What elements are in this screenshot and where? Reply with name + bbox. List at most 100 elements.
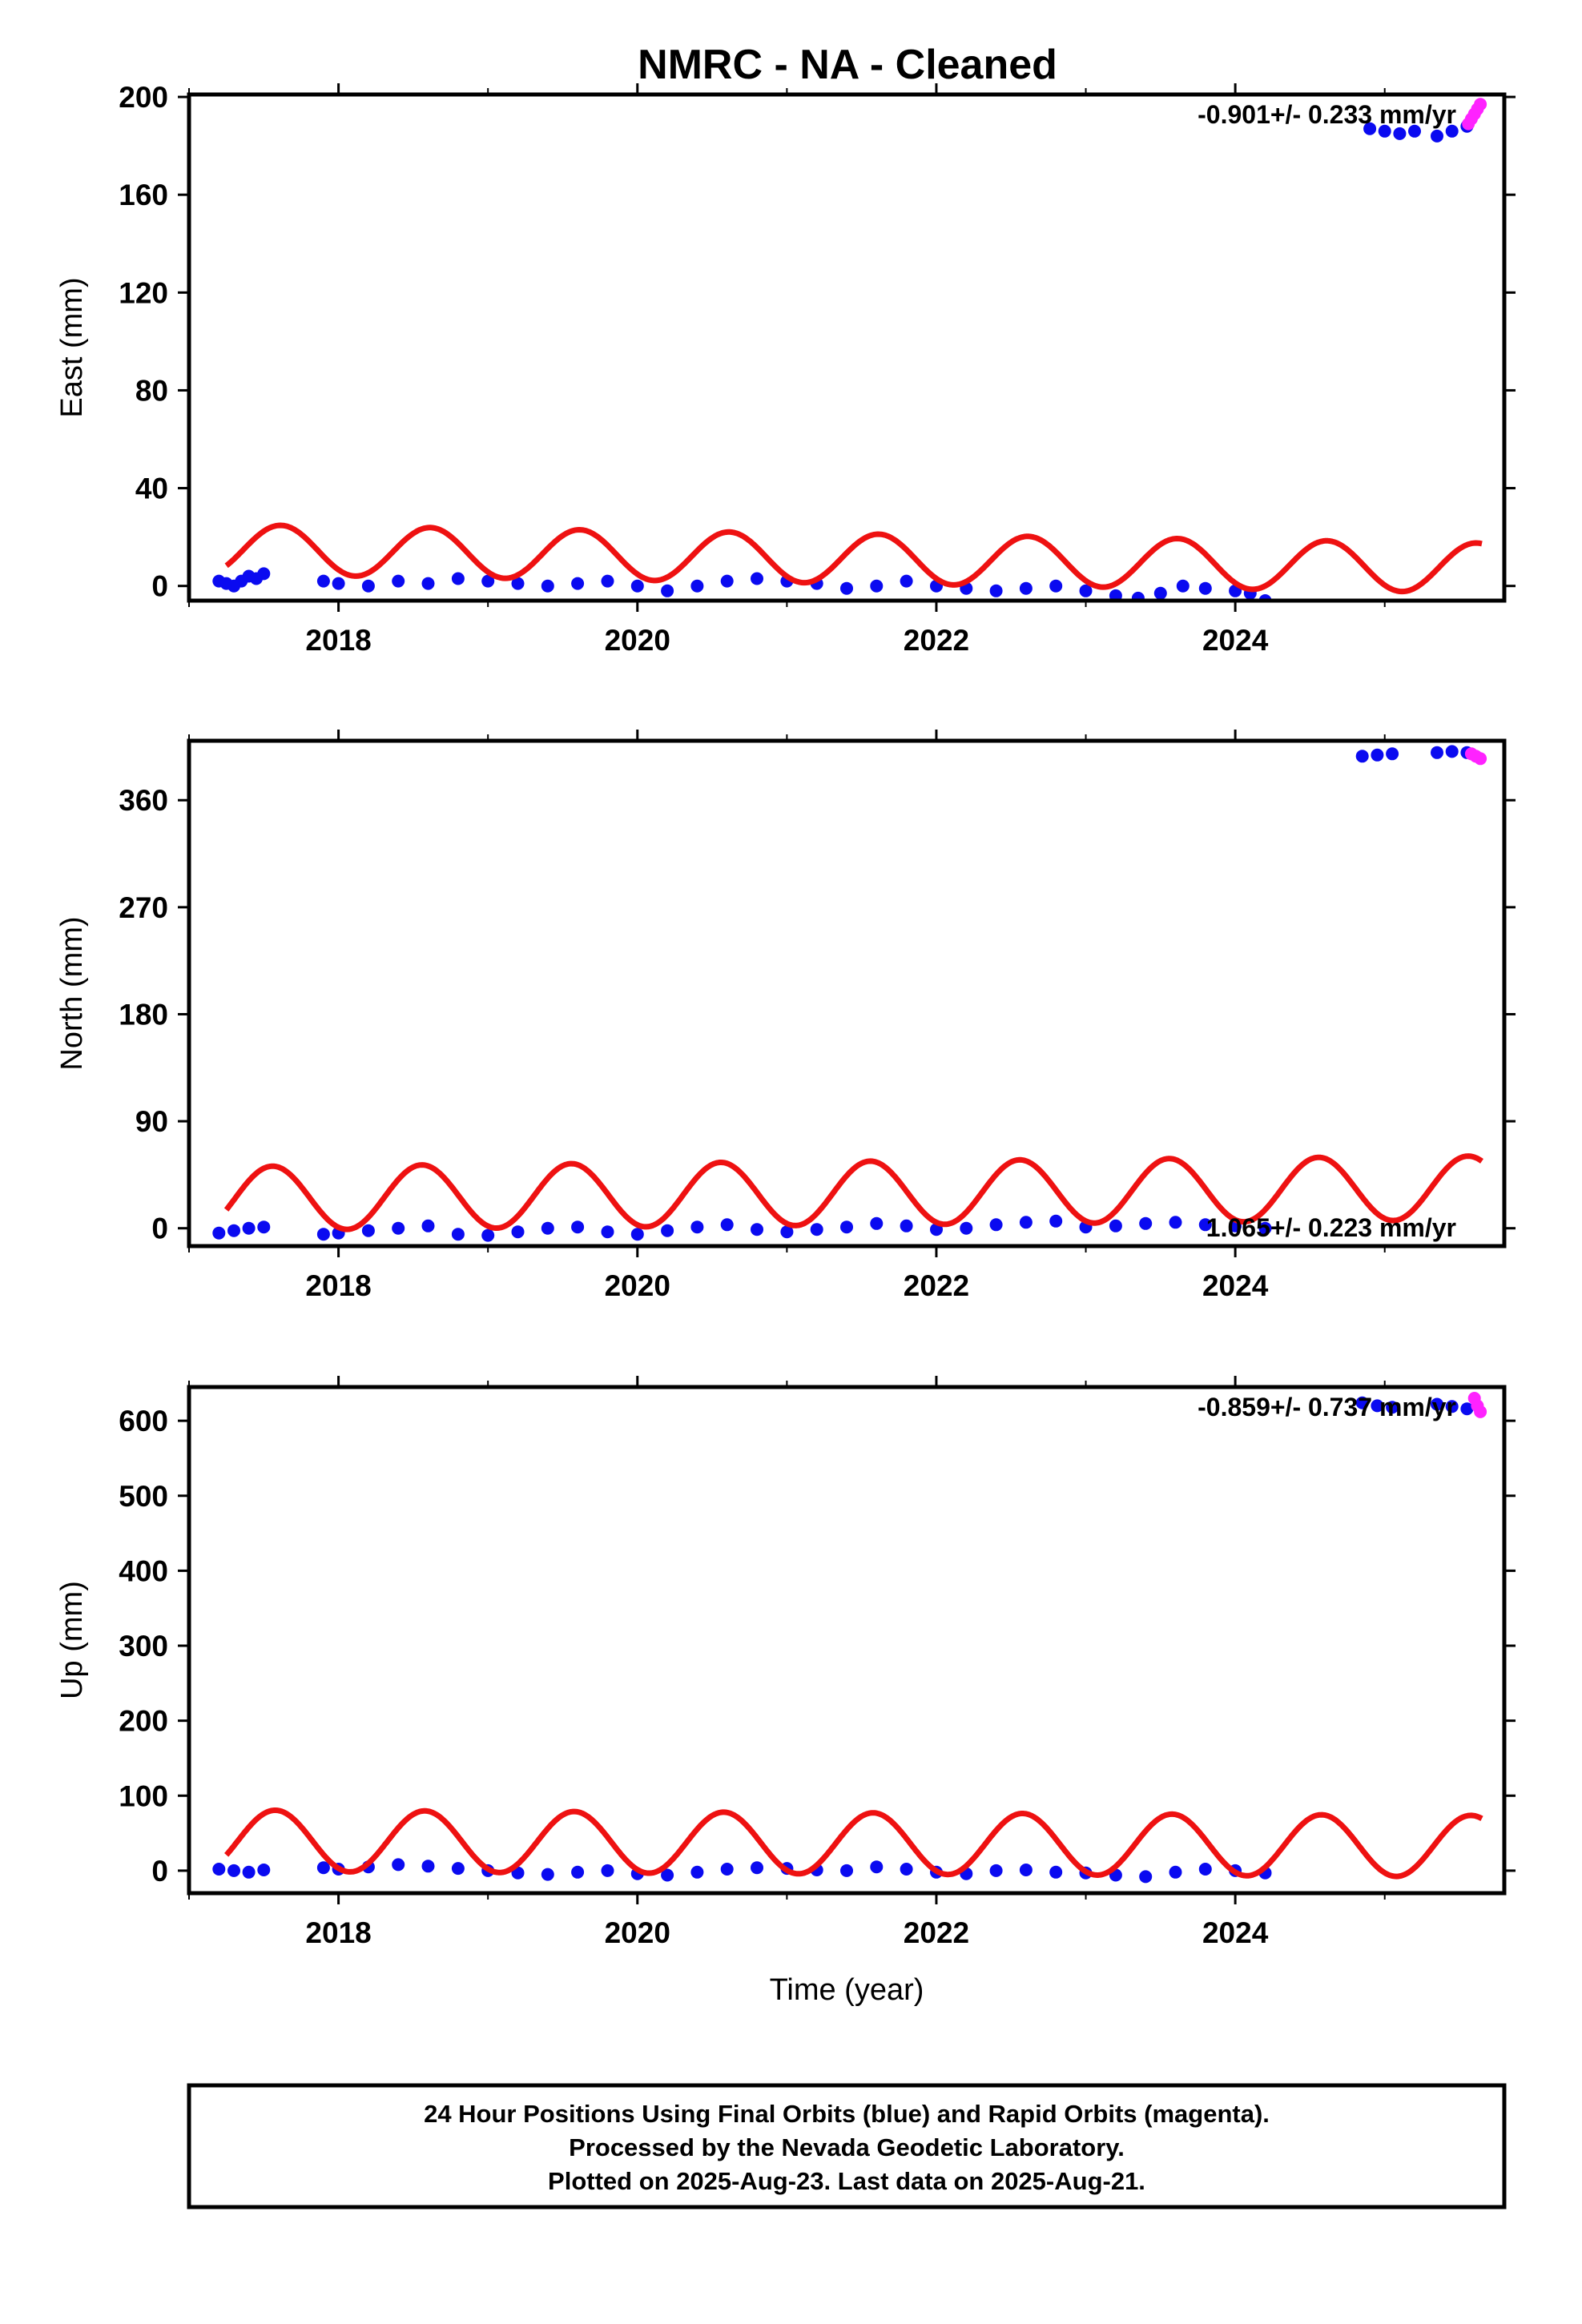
x-axis-label: Time (year) (770, 1973, 924, 2007)
data-point (661, 1224, 674, 1237)
data-point (1169, 1216, 1182, 1229)
data-point (1019, 581, 1033, 595)
model-curve (223, 1153, 1483, 1232)
data-point (1198, 581, 1212, 595)
data-point (900, 574, 913, 588)
data-point (870, 579, 884, 593)
data-point (1169, 1865, 1182, 1879)
x-tick-label: 2018 (305, 624, 371, 657)
data-point (989, 584, 1003, 597)
data-point (1431, 746, 1443, 759)
data-point (1474, 1405, 1487, 1418)
y-tick-label: 40 (135, 472, 168, 505)
data-point (481, 1228, 495, 1242)
data-point (421, 1219, 435, 1232)
data-point (332, 577, 345, 590)
data-point (1363, 122, 1377, 135)
data-point (870, 1860, 884, 1874)
data-point (840, 1220, 853, 1234)
data-point (257, 1864, 271, 1876)
data-point (690, 1865, 704, 1879)
data-point (1431, 1397, 1443, 1411)
data-point (1131, 591, 1145, 601)
data-point (601, 574, 614, 588)
data-point (661, 584, 674, 597)
y-axis-label: North (mm) (55, 916, 89, 1070)
x-tick-label: 2020 (605, 1269, 670, 1302)
y-tick-label: 0 (151, 1855, 168, 1888)
data-point (1109, 589, 1122, 601)
data-point (316, 1861, 330, 1875)
y-tick-label: 100 (119, 1779, 168, 1812)
data-point (361, 1224, 375, 1237)
data-point (392, 1858, 405, 1872)
x-tick-label: 2022 (904, 624, 969, 657)
data-point (1258, 1221, 1272, 1235)
y-tick-label: 500 (119, 1480, 168, 1513)
data-point (541, 1868, 554, 1881)
data-point (1445, 745, 1459, 758)
data-point (451, 1228, 465, 1241)
data-point (870, 1216, 884, 1230)
data-point (690, 1220, 704, 1234)
data-point (212, 1863, 226, 1876)
data-point (989, 1218, 1003, 1232)
data-point (316, 1228, 330, 1241)
data-point (751, 572, 763, 585)
footer-box: 24 Hour Positions Using Final Orbits (bl… (187, 2083, 1507, 2209)
y-tick-label: 360 (119, 784, 168, 817)
x-tick-label: 2018 (305, 1269, 371, 1302)
data-point (392, 574, 405, 588)
data-point (1198, 1218, 1212, 1232)
data-point (511, 577, 525, 590)
data-point (1139, 1216, 1153, 1230)
data-point (212, 1226, 226, 1240)
plot-frame (187, 1385, 1507, 1896)
data-point (1176, 579, 1190, 593)
y-tick-label: 200 (119, 81, 168, 114)
data-point (601, 1225, 614, 1239)
data-point (840, 1864, 853, 1877)
data-point (840, 581, 853, 595)
data-point (720, 1218, 734, 1232)
data-point (227, 1224, 240, 1237)
y-tick-label: 80 (135, 374, 168, 407)
x-tick-label: 2022 (904, 1916, 969, 1949)
data-point (392, 1221, 405, 1235)
data-point (751, 1223, 763, 1236)
data-point (451, 1862, 465, 1876)
data-point (720, 1863, 734, 1876)
data-point (316, 574, 330, 588)
data-point (1049, 579, 1063, 593)
data-point (571, 1865, 585, 1879)
north-panel: 2018 2020 2022 2024 0 90 180 270 360 North (mm) 1.… (55, 730, 1516, 1302)
east-panel: 2018 2020 2022 2024 0 40 80 160 120 200 East (mm) -… (55, 81, 1516, 657)
data-point (1355, 1396, 1369, 1409)
rate-label: -0.859+/- 0.737 mm/yr (1198, 1393, 1456, 1421)
rate-label: 1.065+/- 0.223 mm/yr (1206, 1213, 1456, 1242)
data-point (690, 579, 704, 593)
data-point (1371, 1399, 1384, 1413)
data-point (1474, 98, 1487, 111)
plot-area (212, 98, 1487, 601)
plot-area (212, 745, 1487, 1242)
data-point (361, 579, 375, 593)
y-tick-label: 600 (119, 1405, 168, 1437)
data-point (1153, 586, 1167, 600)
y-tick-label: 270 (119, 891, 168, 924)
data-point (1079, 584, 1093, 597)
data-point (451, 572, 465, 585)
data-point (1386, 747, 1399, 761)
y-tick-label: 0 (151, 1212, 168, 1245)
data-point (1445, 1400, 1459, 1413)
data-point (1019, 1864, 1033, 1876)
x-tick-label: 2024 (1202, 1916, 1269, 1949)
data-point (780, 1225, 794, 1239)
model-curve (224, 522, 1483, 595)
model-curve (224, 1807, 1483, 1880)
y-tick-label: 160 (119, 179, 168, 211)
x-tick-label: 2024 (1202, 1269, 1269, 1302)
y-tick-label: 0 (151, 570, 168, 603)
data-point (242, 1865, 256, 1879)
